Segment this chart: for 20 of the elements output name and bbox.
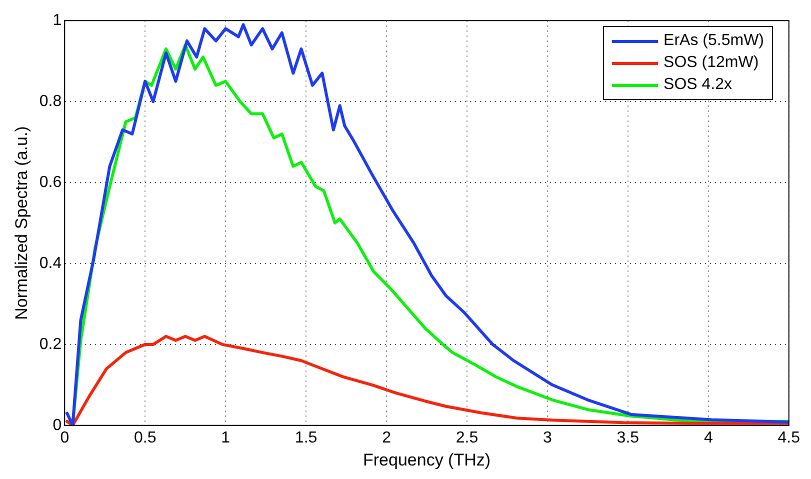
y-axis-title: Normalized Spectra (a.u.) (12, 126, 31, 320)
y-tick-label: 0 (52, 416, 62, 434)
y-tick-label: 0.4 (39, 254, 62, 272)
x-axis-title: Frequency (THz) (362, 450, 491, 470)
x-tick-label: 3 (543, 429, 552, 446)
y-tick-label: 1 (52, 12, 62, 30)
x-tick-label: 2 (382, 429, 392, 446)
y-tick-label: 0.8 (39, 92, 62, 110)
x-tick-label: 4.5 (778, 429, 800, 446)
x-tick-label: 4 (704, 429, 713, 446)
x-tick-label: 2.5 (456, 429, 478, 446)
legend-label: ErAs (5.5mW) (664, 32, 764, 50)
x-tick-label: 0.5 (134, 429, 156, 446)
x-tick-label: 1.5 (294, 429, 318, 446)
y-tick-label: 0.6 (39, 174, 62, 191)
legend-label: SOS (12mW) (664, 54, 759, 72)
legend-label: SOS 4.2x (664, 76, 732, 94)
x-tick-label: 3.5 (616, 429, 640, 446)
y-tick-label: 0.2 (39, 336, 62, 353)
x-tick-label: 1 (221, 429, 230, 446)
